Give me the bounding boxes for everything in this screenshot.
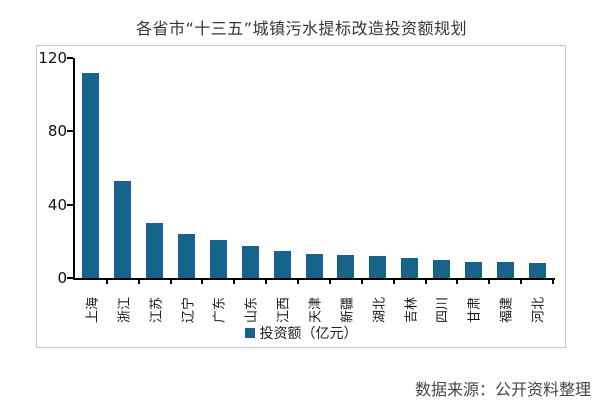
x-axis-label-山东: 山东	[234, 286, 266, 334]
y-axis-tick-label: 40	[47, 195, 67, 214]
bar-江西	[273, 250, 291, 278]
x-axis-label-辽宁: 辽宁	[171, 286, 203, 334]
x-axis-label-text: 上海	[85, 296, 101, 324]
y-axis-tick	[67, 203, 73, 206]
legend: 投资额（亿元）	[37, 323, 565, 343]
bar-天津	[305, 254, 323, 278]
x-axis-label-text: 广东	[212, 296, 228, 324]
x-axis-tick	[105, 280, 108, 284]
x-axis-tick	[137, 280, 140, 284]
legend-label: 投资额（亿元）	[259, 326, 358, 342]
x-axis-label-text: 吉林	[404, 296, 420, 324]
y-axis-tick	[67, 130, 73, 133]
x-axis-tick	[552, 280, 554, 284]
x-axis-label-新疆: 新疆	[330, 286, 362, 334]
x-axis-label-福建: 福建	[489, 286, 521, 334]
x-axis-line	[73, 278, 555, 280]
x-axis-label-text: 甘肃	[467, 296, 483, 324]
x-axis-label-河北: 河北	[521, 286, 553, 334]
x-axis-tick	[392, 280, 395, 284]
x-axis-tick	[169, 280, 172, 284]
x-axis-label-text: 山东	[244, 296, 260, 324]
x-axis-label-甘肃: 甘肃	[457, 286, 489, 334]
bar-新疆	[337, 255, 355, 278]
x-axis-tick	[201, 280, 204, 284]
y-axis-tick	[67, 57, 73, 59]
bar-辽宁	[178, 234, 196, 278]
x-axis-label-江西: 江西	[266, 286, 298, 334]
x-axis-tick	[265, 280, 268, 284]
x-axis-tick	[456, 280, 459, 284]
x-axis-tick	[520, 280, 523, 284]
x-axis-label-浙江: 浙江	[107, 286, 139, 334]
x-axis-label-广东: 广东	[202, 286, 234, 334]
chart-title: 各省市“十三五”城镇污水提标改造投资额规划	[135, 19, 468, 38]
y-axis-tick-label: 0	[57, 269, 67, 287]
bar-江苏	[146, 223, 164, 278]
plot-region: 投资额（亿元） 0 40 80 120 上海 浙江 江苏 辽宁 广东 山东 江西 天津 新疆 湖北 吉林 四川…	[36, 45, 566, 348]
bar-上海	[82, 72, 100, 278]
x-axis-label-text: 江苏	[149, 296, 165, 324]
x-axis-label-text: 四川	[435, 296, 451, 324]
x-axis-tick	[424, 280, 427, 284]
x-axis-tick	[233, 280, 236, 284]
bar-吉林	[401, 257, 419, 278]
x-axis-tick	[328, 280, 331, 284]
data-source-note: 数据来源：公开资料整理	[414, 380, 591, 399]
x-axis-label-天津: 天津	[298, 286, 330, 334]
x-axis-label-text: 福建	[499, 296, 515, 324]
x-axis-label-吉林: 吉林	[394, 286, 426, 334]
y-axis-tick-label: 120	[38, 49, 67, 67]
x-axis-label-四川: 四川	[426, 286, 458, 334]
bar-浙江	[114, 180, 132, 278]
y-axis-line	[73, 58, 75, 280]
bar-福建	[496, 261, 514, 278]
x-axis-label-湖北: 湖北	[362, 286, 394, 334]
bar-湖北	[369, 256, 387, 278]
bar-山东	[241, 245, 259, 278]
x-axis-label-text: 天津	[308, 296, 324, 324]
x-axis-label-text: 新疆	[340, 296, 356, 324]
x-axis-label-text: 湖北	[372, 296, 388, 324]
x-axis-tick	[360, 280, 363, 284]
legend-swatch	[244, 328, 255, 338]
bar-广东	[209, 240, 227, 278]
bar-四川	[432, 259, 450, 278]
bar-河北	[528, 263, 546, 278]
y-axis-tick-label: 80	[47, 122, 67, 141]
y-axis-tick	[67, 277, 73, 279]
x-axis-tick	[297, 280, 300, 284]
bar-甘肃	[464, 261, 482, 278]
x-axis-label-text: 江西	[276, 296, 292, 324]
x-axis-label-text: 辽宁	[181, 296, 197, 324]
x-axis-label-上海: 上海	[75, 286, 107, 334]
x-axis-label-text: 浙江	[117, 296, 133, 324]
x-axis-label-江苏: 江苏	[139, 286, 171, 334]
x-axis-label-text: 河北	[531, 296, 547, 324]
x-axis-tick	[488, 280, 491, 284]
